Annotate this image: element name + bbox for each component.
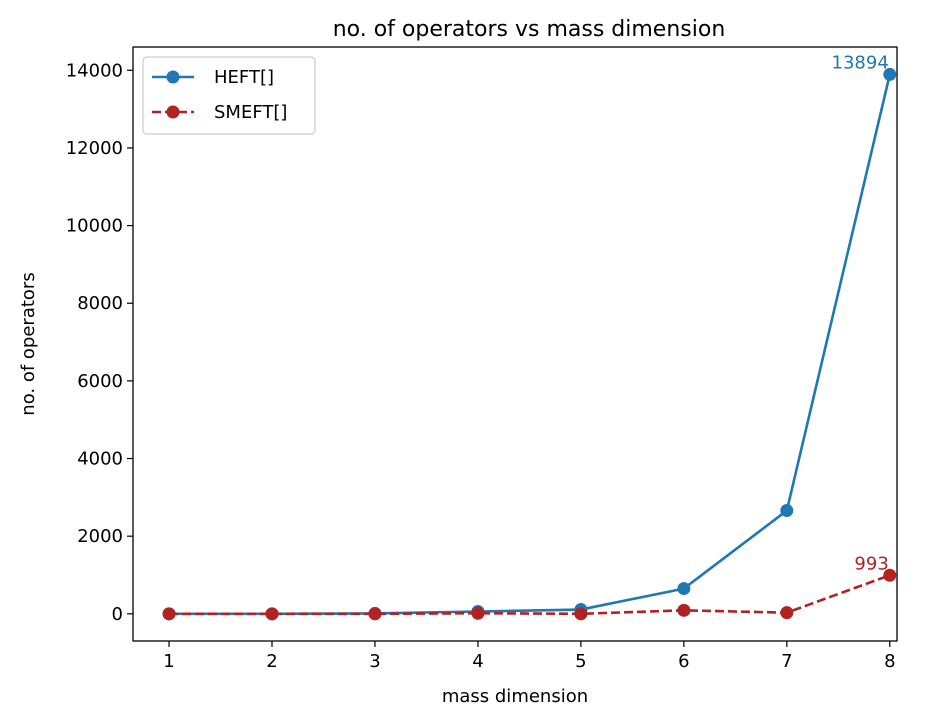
x-tick-label: 3 xyxy=(369,651,380,672)
y-tick-label: 4000 xyxy=(77,449,123,470)
legend-heft-marker xyxy=(166,70,180,84)
data-point-smeft xyxy=(780,606,794,620)
series-layer: 13894 993 xyxy=(162,52,897,621)
data-point-smeft xyxy=(368,607,382,621)
y-tick-label: 6000 xyxy=(77,371,123,392)
x-tick-label: 8 xyxy=(884,651,895,672)
x-tick-label: 2 xyxy=(266,651,277,672)
y-tick-label: 12000 xyxy=(66,138,123,159)
x-tick-label: 1 xyxy=(163,651,174,672)
x-tick-label: 7 xyxy=(781,651,792,672)
x-axis: 1 2 3 4 5 6 7 8 xyxy=(163,641,896,672)
legend-smeft-marker xyxy=(166,105,180,119)
y-tick-label: 0 xyxy=(112,604,123,625)
y-axis-label: no. of operators xyxy=(18,272,39,415)
data-point-smeft xyxy=(162,607,176,621)
series-line-smeft xyxy=(169,574,891,616)
data-point-smeft xyxy=(883,568,897,582)
x-tick-label: 6 xyxy=(678,651,689,672)
data-point-smeft xyxy=(677,603,691,617)
y-tick-label: 14000 xyxy=(66,60,123,81)
legend-smeft-label: SMEFT[] xyxy=(214,102,287,123)
legend-heft-label: HEFT[] xyxy=(214,67,274,88)
series-line-heft xyxy=(169,74,892,616)
data-point-smeft xyxy=(574,607,588,621)
legend: HEFT[] SMEFT[] xyxy=(142,56,316,135)
y-axis: 0 2000 4000 6000 8000 10000 12000 14000 xyxy=(66,60,133,625)
data-point-smeft xyxy=(265,607,279,621)
x-tick-label: 4 xyxy=(472,651,483,672)
y-tick-label: 8000 xyxy=(77,293,123,314)
data-point-heft xyxy=(780,504,794,518)
y-tick-label: 10000 xyxy=(66,216,123,237)
end-value-label-smeft: 993 xyxy=(854,553,888,574)
data-point-heft xyxy=(677,582,691,596)
plot-area xyxy=(132,46,898,642)
x-axis-label: mass dimension xyxy=(442,686,588,707)
x-tick-label: 5 xyxy=(575,651,586,672)
y-tick-label: 2000 xyxy=(77,526,123,547)
chart-title: no. of operators vs mass dimension xyxy=(333,17,726,42)
data-point-smeft xyxy=(471,606,485,620)
data-point-heft xyxy=(883,67,897,81)
end-value-label-heft: 13894 xyxy=(832,52,889,73)
